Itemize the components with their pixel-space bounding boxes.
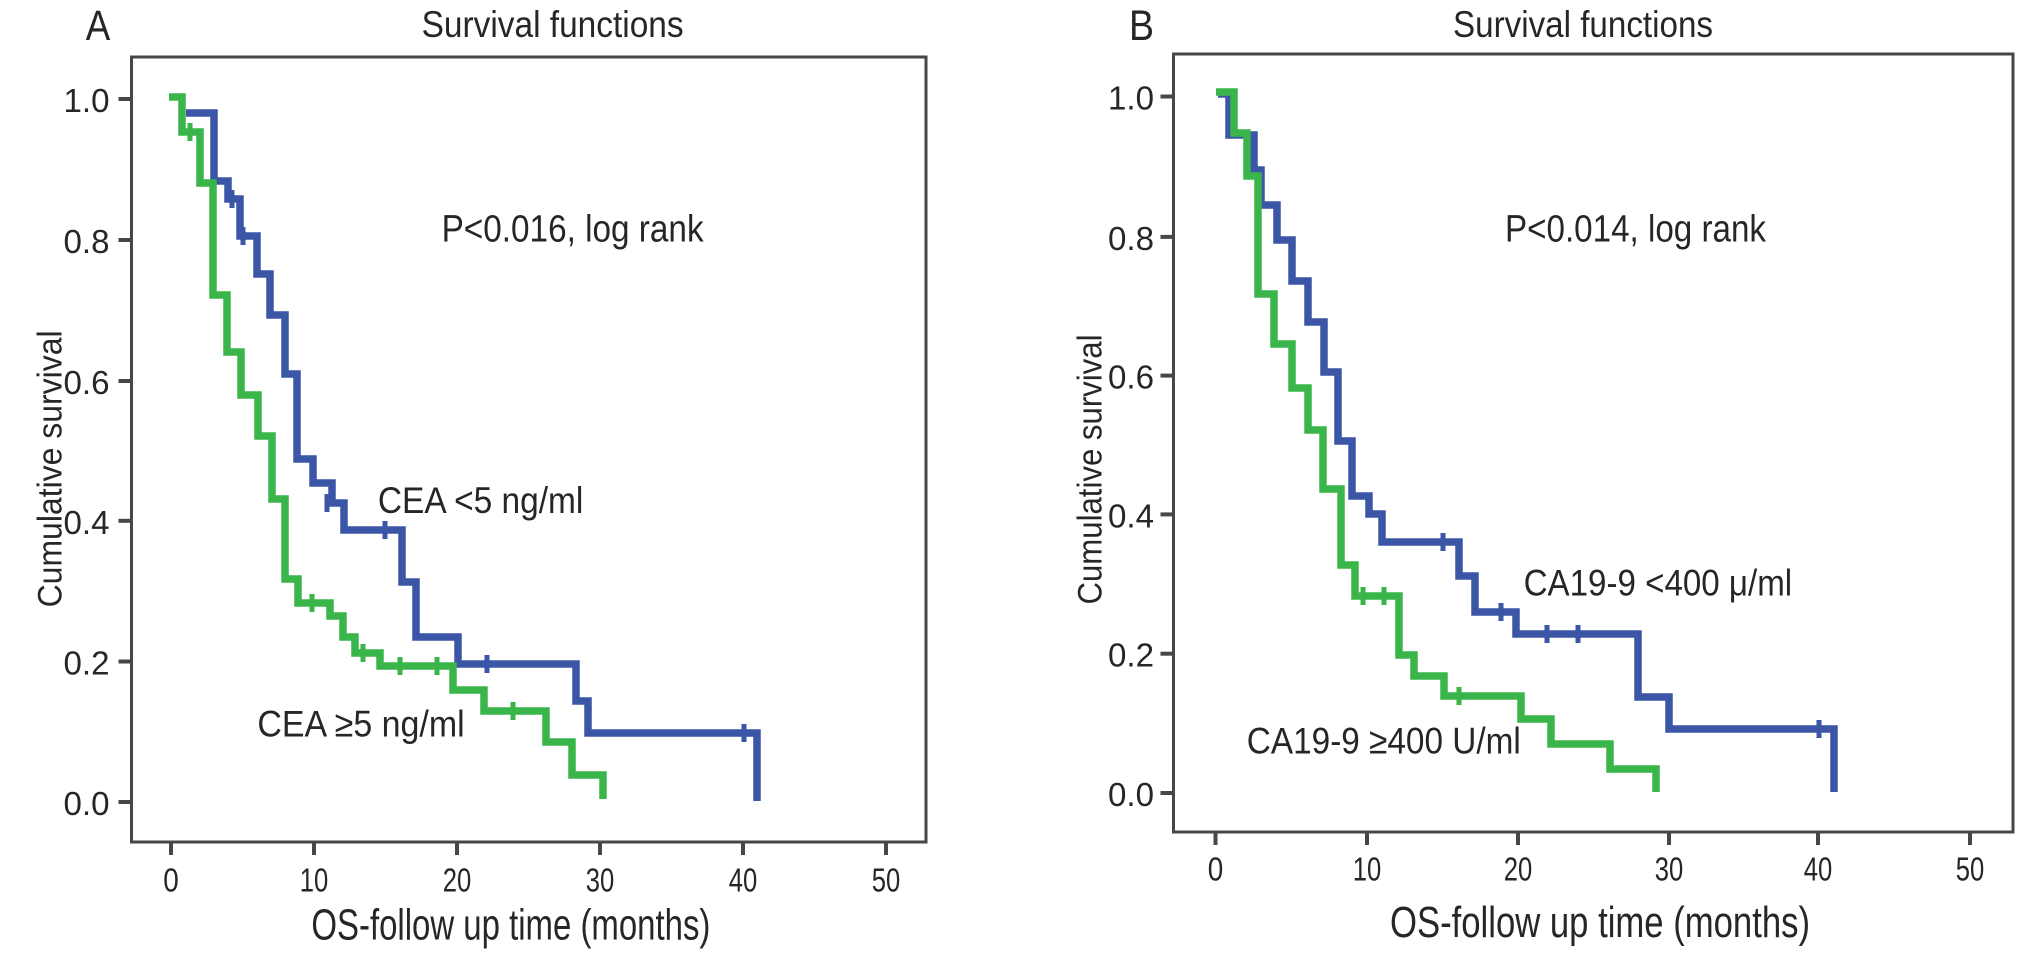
svg-text:Survival functions: Survival functions: [422, 4, 684, 45]
svg-text:OS-follow up time (months): OS-follow up time (months): [311, 900, 710, 949]
svg-text:20: 20: [1504, 851, 1533, 888]
svg-text:0.0: 0.0: [1108, 776, 1154, 813]
svg-text:P<0.014, log rank: P<0.014, log rank: [1505, 209, 1767, 251]
svg-text:10: 10: [300, 862, 329, 899]
svg-text:CEA ≥5 ng/ml: CEA ≥5 ng/ml: [257, 703, 464, 744]
svg-text:0.8: 0.8: [64, 223, 110, 260]
svg-text:0.6: 0.6: [1108, 359, 1154, 396]
svg-text:40: 40: [1804, 851, 1833, 888]
svg-text:0.6: 0.6: [64, 364, 110, 401]
svg-text:1.0: 1.0: [1108, 80, 1154, 117]
svg-text:Cumulative survival: Cumulative survival: [1072, 335, 1110, 605]
svg-text:30: 30: [1655, 851, 1684, 888]
svg-text:0.2: 0.2: [1108, 637, 1154, 674]
svg-text:B: B: [1129, 2, 1154, 50]
svg-text:OS-follow up time (months): OS-follow up time (months): [1390, 898, 1810, 947]
svg-text:0.0: 0.0: [64, 785, 110, 822]
svg-text:0.8: 0.8: [1108, 220, 1154, 257]
svg-text:0.4: 0.4: [64, 504, 110, 541]
svg-text:0: 0: [1208, 851, 1224, 888]
svg-text:30: 30: [586, 862, 615, 899]
svg-text:1.0: 1.0: [64, 82, 110, 119]
svg-text:50: 50: [1956, 851, 1985, 888]
svg-text:50: 50: [872, 862, 901, 899]
svg-text:20: 20: [443, 862, 472, 899]
svg-text:40: 40: [729, 862, 758, 899]
svg-text:Cumulative survival: Cumulative survival: [32, 330, 70, 607]
svg-text:A: A: [86, 2, 111, 50]
svg-text:0.2: 0.2: [64, 645, 110, 682]
svg-text:Survival functions: Survival functions: [1453, 4, 1713, 45]
svg-text:CEA <5 ng/ml: CEA <5 ng/ml: [378, 480, 583, 521]
svg-text:CA19-9 ≥400 U/ml: CA19-9 ≥400 U/ml: [1247, 720, 1521, 761]
svg-text:0.4: 0.4: [1108, 497, 1154, 534]
svg-text:0: 0: [163, 862, 179, 899]
svg-text:CA19-9 <400 μ/ml: CA19-9 <400 μ/ml: [1524, 562, 1793, 603]
svg-text:10: 10: [1353, 851, 1382, 888]
svg-text:P<0.016, log rank: P<0.016, log rank: [442, 209, 705, 251]
